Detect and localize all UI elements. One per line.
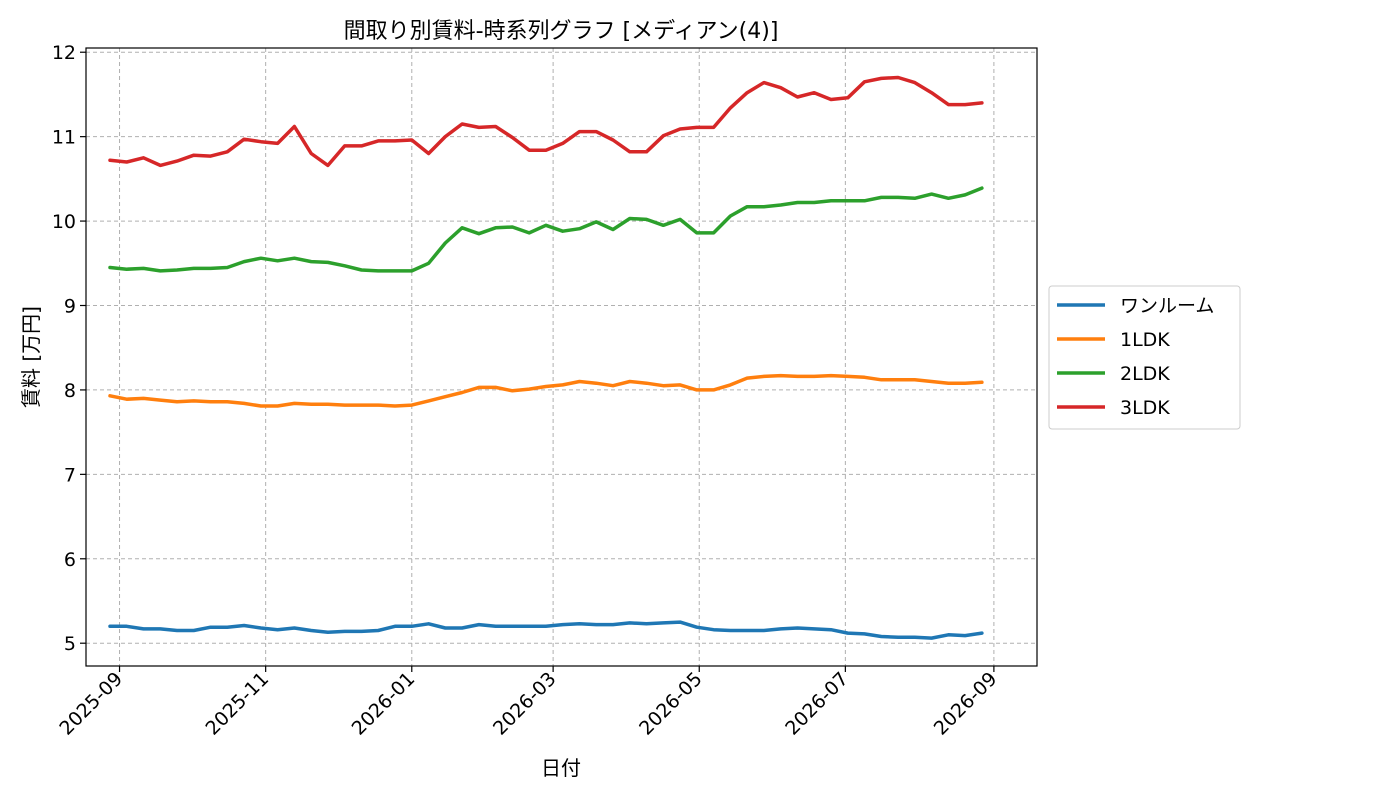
legend-label: ワンルーム — [1120, 295, 1214, 317]
y-tick-label: 7 — [64, 464, 76, 486]
legend-box — [1048, 285, 1241, 430]
plot-frame — [85, 47, 1038, 667]
y-tick-label: 11 — [52, 127, 76, 149]
series-line-0 — [108, 620, 984, 640]
y-tick-label: 6 — [64, 549, 76, 571]
y-tick-label: 10 — [52, 211, 76, 233]
series-lines — [108, 75, 984, 640]
legend-label: 3LDK — [1120, 397, 1170, 419]
grid — [86, 48, 1037, 666]
series-line-2 — [108, 186, 984, 273]
legend: ワンルーム 1LDK 2LDK 3LDK — [1048, 285, 1241, 430]
legend-label: 2LDK — [1120, 363, 1170, 385]
y-tick-label: 9 — [64, 296, 76, 318]
series-line-1 — [108, 373, 984, 408]
y-axis-ticks: 5 6 7 8 9 10 11 12 — [52, 42, 86, 655]
chart-title: 間取り別賃料-時系列グラフ [メディアン(4)] — [344, 19, 779, 44]
legend-label: 1LDK — [1120, 329, 1170, 351]
y-axis-title: 賃料 [万円] — [19, 306, 43, 408]
y-tick-label: 12 — [52, 42, 76, 64]
y-tick-label: 5 — [64, 633, 76, 655]
series-line-3 — [108, 75, 984, 168]
x-axis-title: 日付 — [541, 756, 581, 780]
y-tick-label: 8 — [64, 380, 76, 402]
